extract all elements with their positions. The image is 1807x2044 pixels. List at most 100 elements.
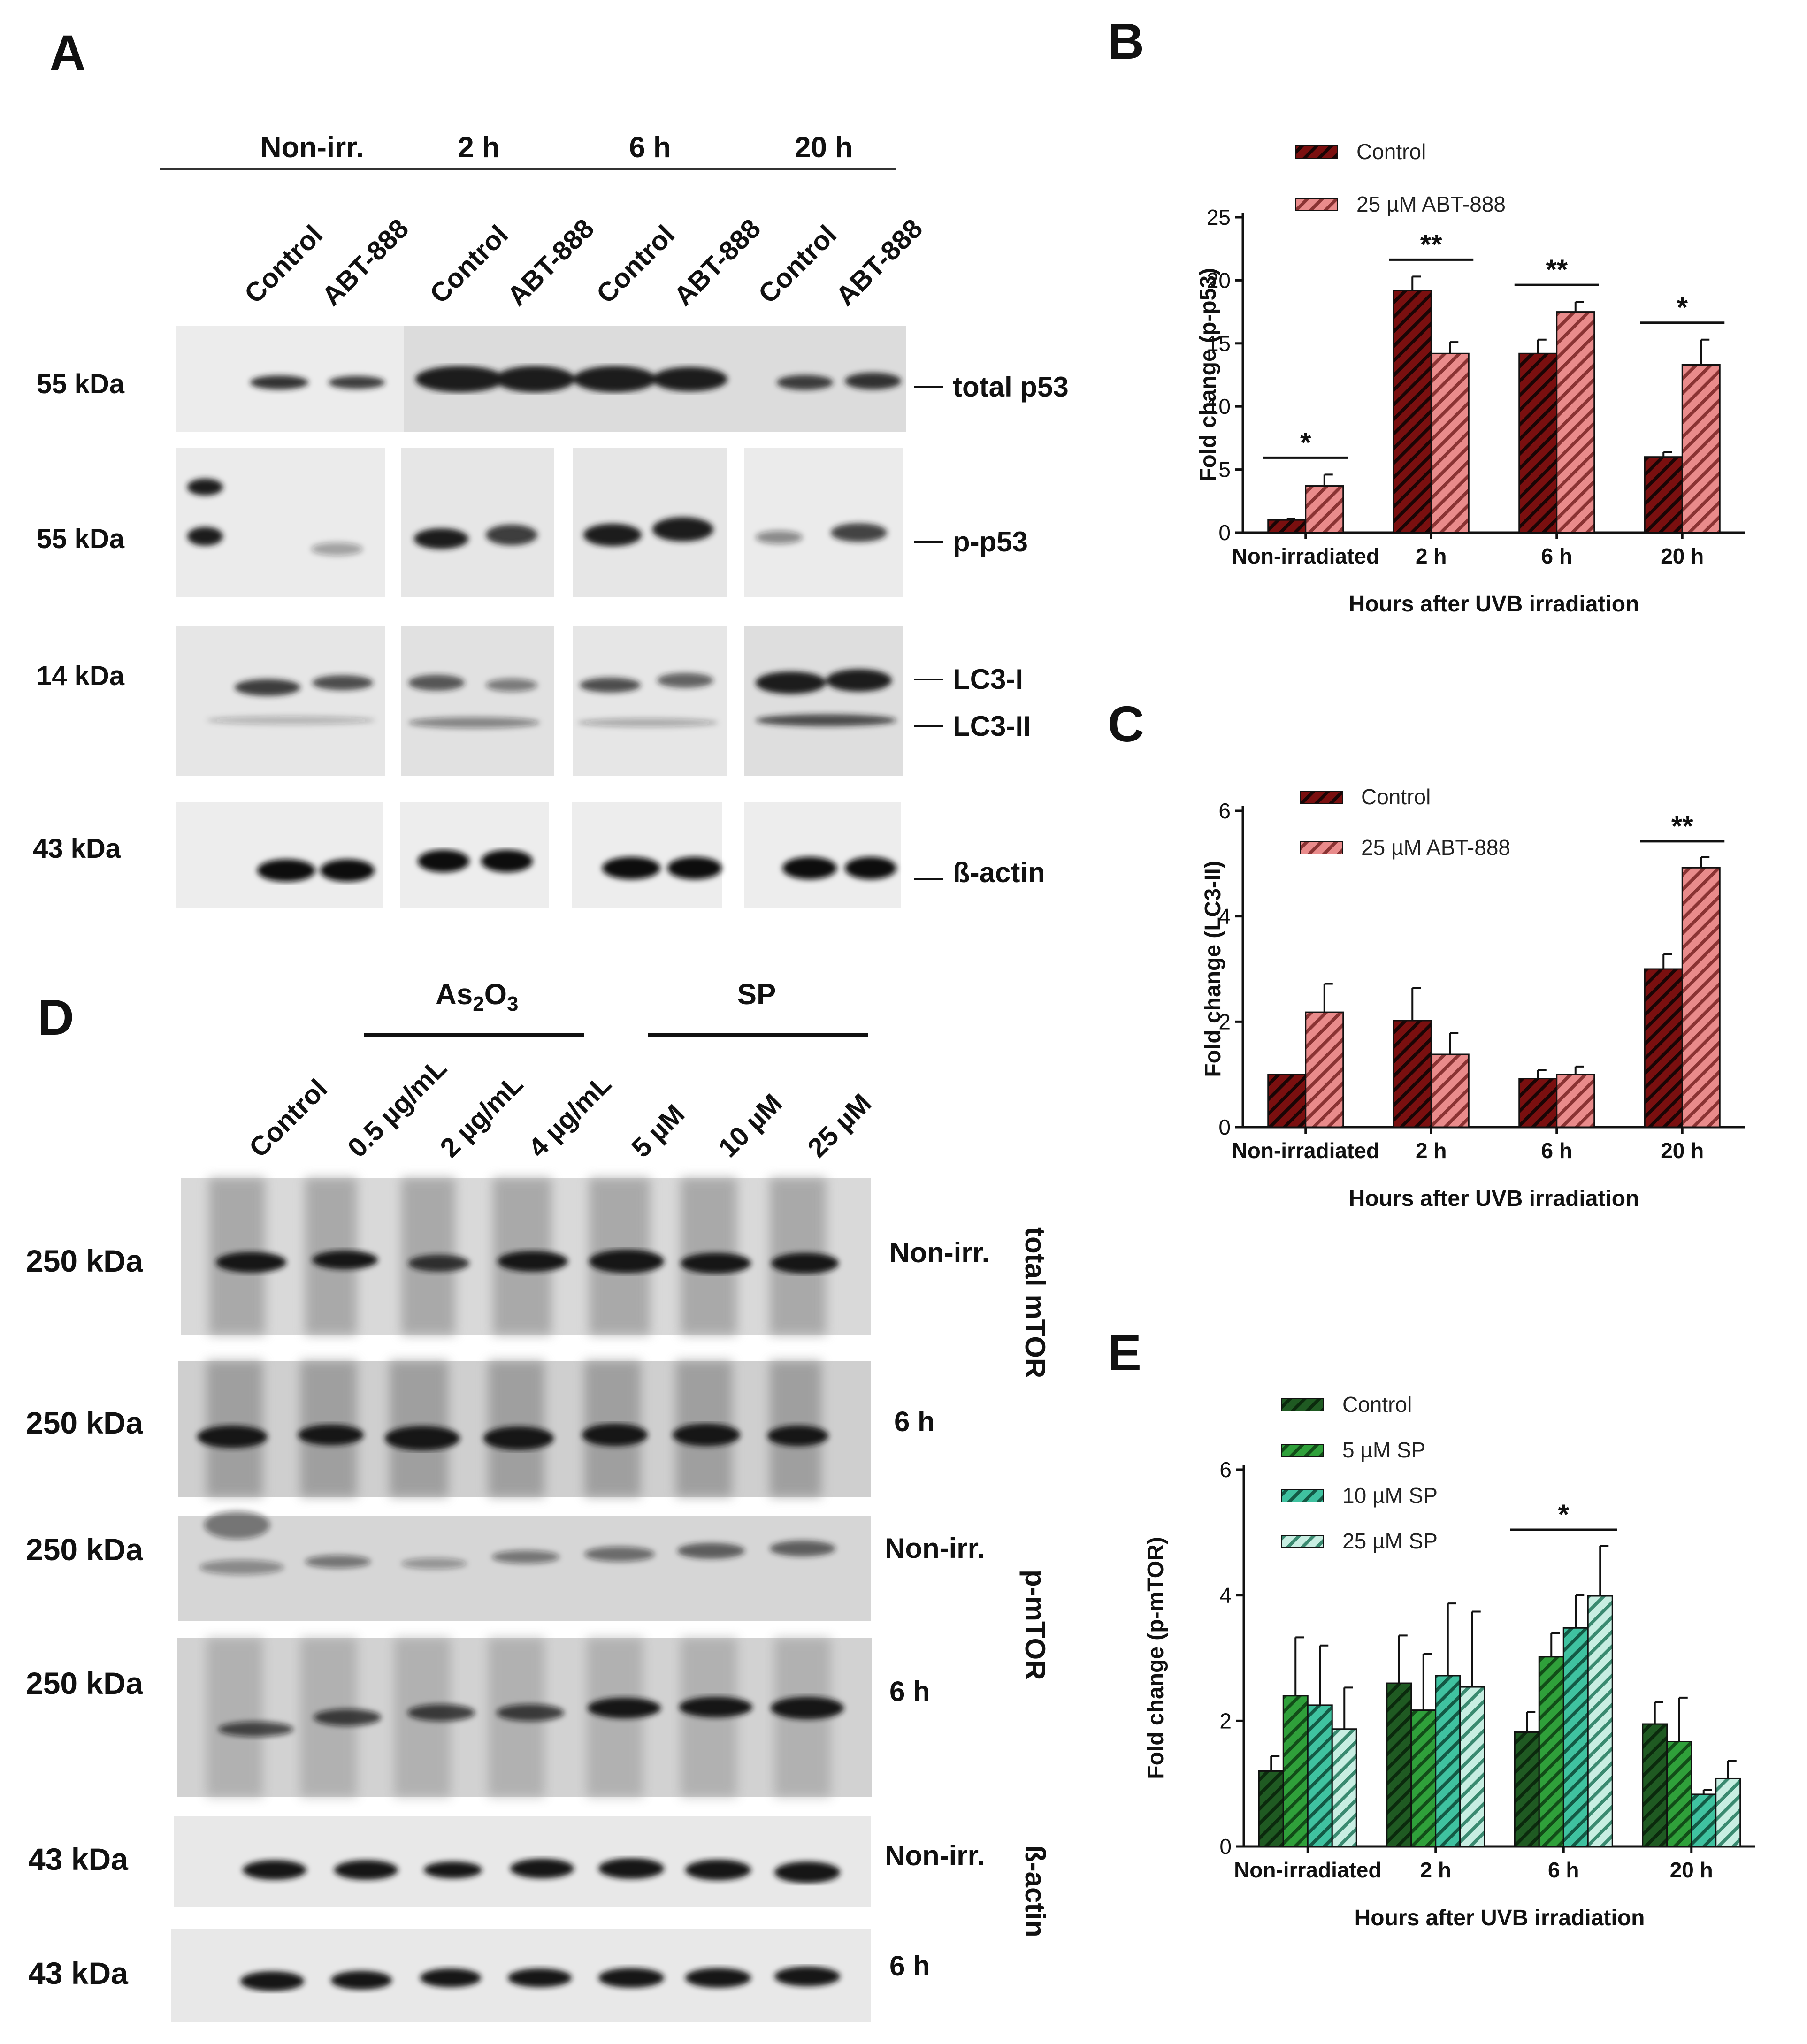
condition-label: Non-irr. [885, 1840, 985, 1871]
bar [1307, 1704, 1333, 1847]
x-axis-label: Hours after UVB irradiation [1349, 1186, 1639, 1211]
bar [1715, 1777, 1741, 1847]
blot-p-p53: 55 kDa p-p53 [37, 448, 1028, 597]
y-tick-label: 0 [1218, 520, 1231, 545]
legend-label: Control [1356, 139, 1426, 164]
y-tick-label: 4 [1218, 904, 1231, 929]
panel-label-c: C [1108, 695, 1144, 752]
bar [1518, 352, 1558, 534]
y-tick-label: 5 [1218, 458, 1231, 482]
y-axis-label: Fold change (LC3-II) [1201, 861, 1225, 1077]
kda-label: 14 kDa [37, 661, 125, 691]
kda-label: 250 kDa [26, 1666, 144, 1701]
x-tick-label: 20 h [1670, 1858, 1713, 1882]
x-axis-label: Hours after UVB irradiation [1355, 1906, 1645, 1930]
x-tick-label: 20 h [1661, 544, 1704, 568]
lane-label: ABT-888 [501, 213, 600, 312]
y-tick-label: 20 [1207, 268, 1231, 292]
kda-label: 43 kDa [28, 1842, 129, 1876]
bar [1267, 519, 1307, 534]
y-tick-label: 2 [1219, 1708, 1232, 1733]
lane-label: 10 µM [712, 1088, 788, 1163]
bar [1518, 1078, 1558, 1128]
x-axis-label: Hours after UVB irradiation [1349, 592, 1639, 617]
lane-label: ABT-888 [668, 213, 766, 312]
blot-beta-actin-6h: 43 kDa 6 h [28, 1929, 930, 2022]
chart-e-p-mtor: 0 2 4 6 Non-irradiated 2 h 6 h * 20 h Hours after… [1143, 1392, 1755, 1930]
time-header: 6 h [629, 131, 671, 164]
bar [1681, 867, 1721, 1128]
lane-label: ABT-888 [830, 213, 928, 312]
y-axis-label: Fold change (p-mTOR) [1143, 1537, 1168, 1779]
kda-label: 55 kDa [37, 524, 125, 554]
bar [1681, 364, 1721, 534]
legend-swatch [1295, 198, 1338, 211]
y-tick-label: 0 [1219, 1834, 1232, 1859]
legend-label: 25 µM SP [1342, 1529, 1438, 1553]
y-tick-label: 25 [1207, 205, 1231, 229]
x-tick-label: 2 h [1416, 1138, 1447, 1163]
y-tick-label: 6 [1218, 799, 1231, 823]
panel-a-western-blot: Non-irr. 2 h 6 h 20 h Control ABT-888 Co… [33, 131, 1069, 908]
x-tick-label: 6 h [1548, 1858, 1579, 1882]
y-tick-label: 0 [1218, 1115, 1231, 1139]
group-header-sp: SP [737, 978, 776, 1011]
blot-p-mtor-nonirr: 250 kDa Non-irr. [26, 1511, 985, 1621]
lane-label: 25 µM [802, 1088, 877, 1163]
lane-label: Control [243, 1073, 333, 1163]
side-label-p-mtor: p-mTOR [1019, 1570, 1051, 1680]
panel-d-western-blot: As2O3 SP Control 0.5 µg/mL 2 µg/mL 4 µg/… [26, 978, 1051, 2022]
bar [1691, 1793, 1717, 1847]
condition-label: 6 h [894, 1406, 935, 1437]
panel-label-e: E [1108, 1324, 1141, 1381]
bar [1644, 456, 1683, 534]
time-header: Non-irr. [260, 131, 364, 164]
blot-beta-actin: 43 kDa ß-actin [33, 802, 1045, 908]
legend-swatch [1295, 145, 1338, 159]
bar [1305, 1011, 1344, 1128]
bar [1644, 968, 1683, 1128]
lane-label: Control [238, 219, 329, 309]
legend-label: Control [1361, 785, 1431, 809]
panel-label-b: B [1108, 13, 1144, 69]
blot-total-mtor-6h: 250 kDa 6 h [26, 1361, 935, 1497]
bar [1282, 1695, 1309, 1847]
bar [1430, 1053, 1470, 1128]
side-label-beta-actin: ß-actin [1019, 1845, 1051, 1937]
group-header-as2o3: As2O3 [436, 978, 518, 1015]
y-tick-label: 4 [1219, 1583, 1232, 1608]
x-tick-label: Non-irradiated [1232, 1138, 1379, 1163]
lane-label: 2 µg/mL [434, 1068, 529, 1163]
bar [1514, 1731, 1540, 1847]
x-tick-label: 20 h [1661, 1138, 1704, 1163]
lane-label: Control [752, 219, 842, 309]
legend-swatch [1300, 791, 1343, 804]
lane-label: 0.5 µg/mL [342, 1053, 452, 1163]
bar [1331, 1728, 1357, 1847]
legend-swatch [1281, 1444, 1324, 1457]
bar [1430, 352, 1470, 534]
chart-c-lc3-ii: 0 2 4 6 Non-irradiated 2 h 6 h 20 h ** Hours afte… [1201, 785, 1745, 1211]
condition-label: Non-irr. [889, 1237, 989, 1268]
x-tick-label: 2 h [1420, 1858, 1451, 1882]
lane-label: 5 µM [626, 1098, 690, 1163]
bar [1459, 1686, 1485, 1847]
blot-total-mtor-nonirr: 250 kDa Non-irr. [26, 1178, 989, 1335]
legend-label: Control [1342, 1392, 1412, 1417]
lane-label: Control [590, 219, 681, 309]
panel-label-d: D [38, 989, 74, 1045]
legend-label: 25 µM ABT-888 [1361, 835, 1510, 860]
legend-swatch [1281, 1398, 1324, 1411]
time-header: 20 h [795, 131, 853, 164]
x-tick-label: 6 h [1541, 544, 1572, 568]
bar [1538, 1656, 1564, 1847]
x-tick-label: Non-irradiated [1234, 1858, 1381, 1882]
bar [1305, 485, 1344, 534]
blot-total-p53: 55 kDa total p53 [37, 326, 1069, 432]
significance-marker: ** [1671, 810, 1693, 842]
condition-label: 6 h [889, 1676, 930, 1707]
significance-marker: * [1677, 292, 1688, 323]
legend-label: 10 µM SP [1342, 1483, 1438, 1508]
panel-label-a: A [49, 24, 86, 81]
kda-label: 250 kDa [26, 1532, 144, 1567]
